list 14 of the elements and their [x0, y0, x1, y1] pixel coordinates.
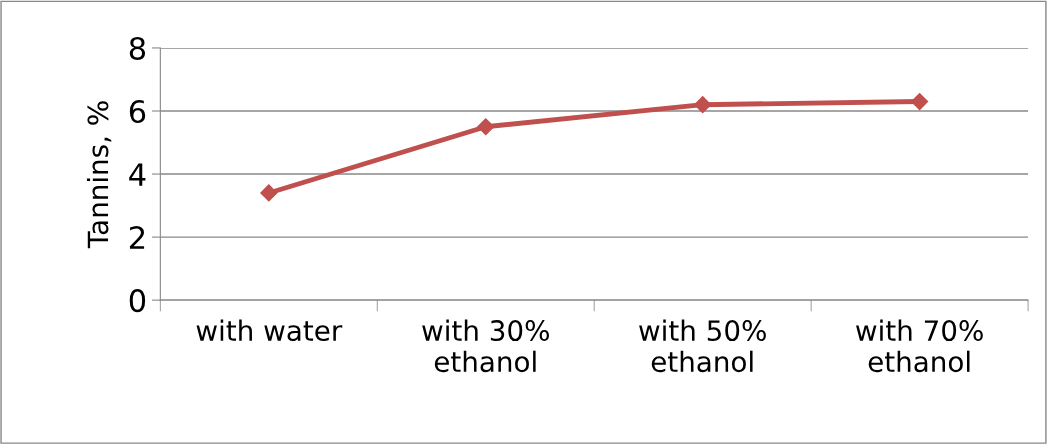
- x-tick-label: with 50% ethanol: [639, 319, 766, 373]
- x-tick-label: with 30% ethanol: [422, 319, 549, 373]
- y-tick-label: 0: [129, 289, 146, 313]
- point: [694, 96, 712, 114]
- y-axis-title: Tannins, %: [86, 101, 112, 249]
- y-tick-label: 6: [129, 99, 146, 124]
- point: [477, 118, 495, 136]
- x-tick-label: with 70% ethanol: [856, 319, 983, 373]
- y-tick-label: 2: [129, 226, 145, 249]
- point: [911, 92, 929, 111]
- y-tick-label: 8: [129, 36, 146, 60]
- point: [260, 184, 278, 202]
- x-tick-label: with water: [196, 319, 343, 342]
- y-tick-label: 4: [129, 163, 146, 186]
